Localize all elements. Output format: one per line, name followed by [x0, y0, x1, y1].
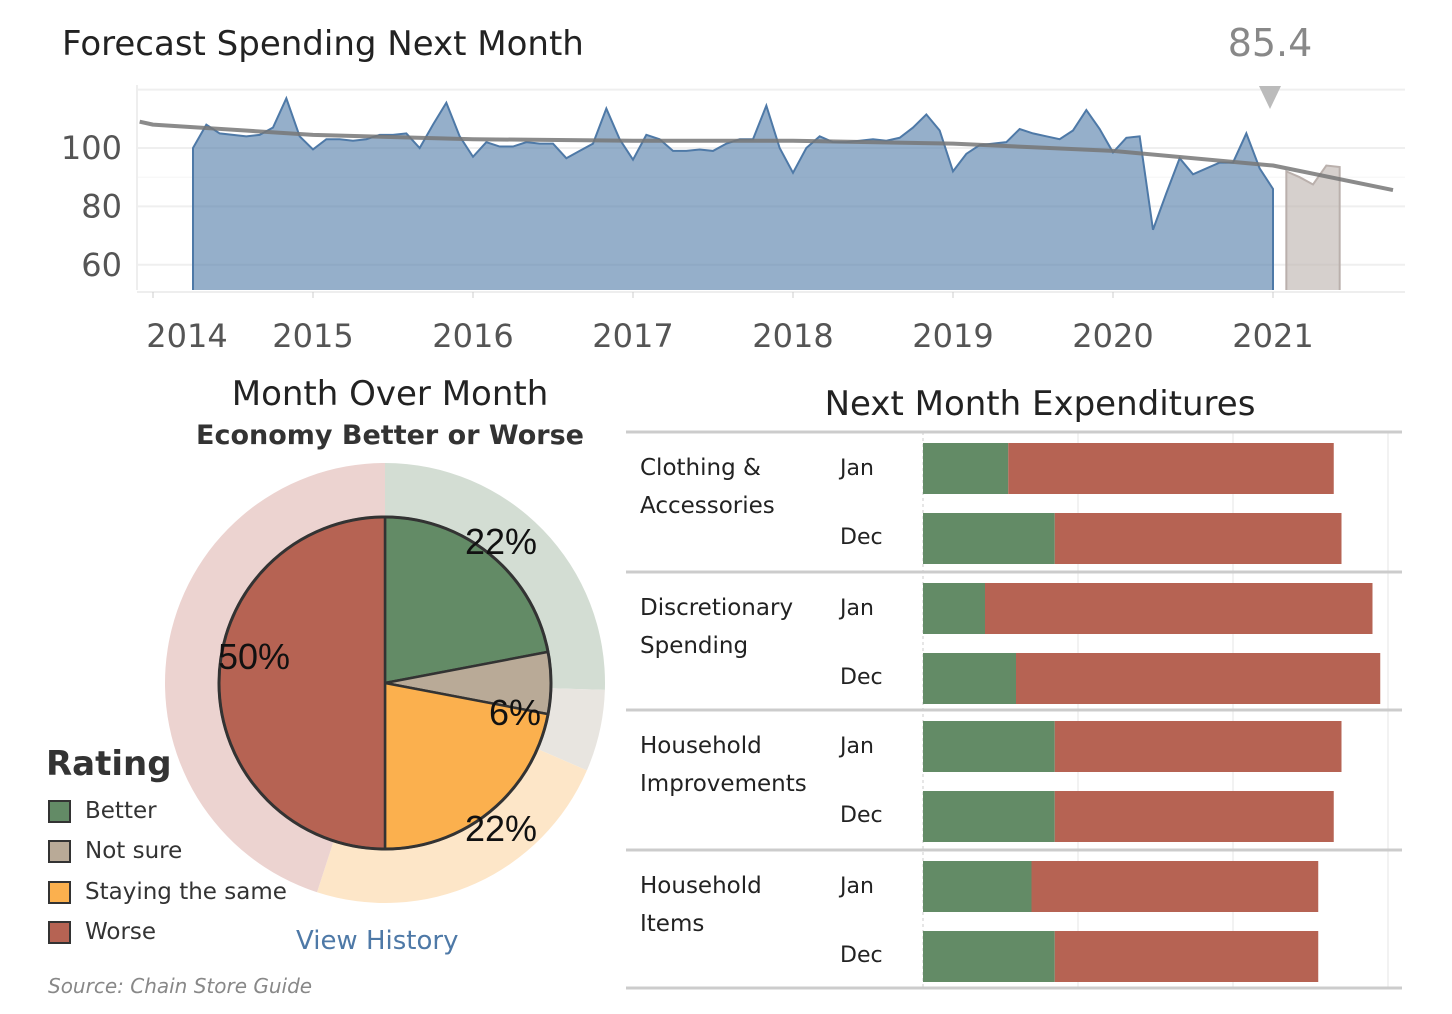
bar-segment-green: [923, 931, 1055, 982]
bar-segment-red: [1054, 931, 1319, 982]
x-tick-label: 2019: [912, 317, 993, 355]
pie-label-better: 22%: [465, 521, 538, 562]
category-label-line: Accessories: [640, 493, 775, 519]
legend-swatch: [48, 839, 71, 863]
category-label-line: Household: [640, 733, 762, 759]
legend-label: Staying the same: [85, 879, 287, 905]
legend-title: Rating: [46, 744, 172, 784]
y-tick-label: 80: [81, 187, 122, 225]
x-tick-label: 2015: [272, 317, 353, 355]
y-tick-label: 100: [61, 129, 122, 167]
bar-segment-red: [1008, 443, 1334, 494]
x-tick-label: 2014: [146, 317, 227, 355]
legend-item-better[interactable]: Better: [48, 796, 157, 826]
pie-label-worse: 50%: [218, 636, 291, 677]
legend-label: Worse: [85, 919, 157, 945]
bar-segment-green: [923, 721, 1055, 772]
annotation-label: 85.4: [1228, 21, 1313, 65]
category-label-line: Discretionary: [640, 595, 794, 621]
bar-chart-title: Next Month Expenditures: [824, 384, 1256, 424]
legend-item-staying[interactable]: Staying the same: [48, 877, 287, 907]
bar-segment-green: [923, 861, 1032, 912]
rating-pie-chart: [165, 462, 605, 903]
outer-ring-staying: [317, 748, 587, 903]
pie-outline: [217, 515, 553, 851]
category-label-line: Items: [640, 911, 705, 937]
source-note: Source: Chain Store Guide: [48, 974, 313, 998]
x-tick-label: 2017: [592, 317, 673, 355]
outer-ring-better: [385, 463, 605, 690]
annotation-marker: [1259, 86, 1281, 109]
month-label: Jan: [840, 596, 874, 621]
bar-segment-red: [1016, 653, 1381, 704]
bar-segment-green: [923, 583, 985, 634]
x-tick-label: 2020: [1072, 317, 1153, 355]
forecast-series-line: [1285, 164, 1341, 290]
x-tick-label: 2018: [752, 317, 833, 355]
bar-segment-green: [923, 791, 1055, 842]
bar-segment-red: [1054, 721, 1342, 772]
bar-segment-red: [1054, 791, 1334, 842]
category-label-line: Household: [640, 873, 762, 899]
category-label: Household Improvements: [640, 727, 807, 803]
category-label-line: Clothing &: [640, 455, 761, 481]
category-label-line: Improvements: [640, 771, 807, 797]
bar-segment-red: [985, 583, 1373, 634]
y-tick-label: 60: [81, 246, 122, 284]
month-label: Jan: [840, 874, 874, 899]
month-label: Jan: [840, 456, 874, 481]
pie-label-not-sure: 6%: [489, 692, 542, 733]
pie-label-staying: 22%: [465, 808, 538, 849]
forecast-chart-title: Forecast Spending Next Month: [62, 24, 584, 64]
legend-swatch: [48, 920, 71, 944]
legend-item-not-sure[interactable]: Not sure: [48, 836, 182, 866]
bar-segment-green: [923, 513, 1055, 564]
trend-line: [139, 119, 1394, 193]
month-label: Dec: [840, 803, 883, 828]
forecast-series-fill: [1286, 165, 1340, 290]
x-tick-label: 2016: [432, 317, 513, 355]
month-label: Dec: [840, 943, 883, 968]
legend-label: Not sure: [85, 838, 183, 864]
bar-segment-green: [923, 443, 1009, 494]
pie-chart-title: Month Over Month: [231, 374, 549, 414]
category-label-line: Spending: [640, 633, 749, 659]
pie-chart-subtitle: Economy Better or Worse: [196, 420, 584, 451]
category-label: Discretionary Spending: [640, 589, 793, 665]
legend-swatch: [48, 880, 71, 904]
view-history-link[interactable]: View History: [296, 926, 459, 956]
legend-item-worse[interactable]: Worse: [48, 917, 156, 947]
category-label: Household Items: [640, 867, 762, 943]
bar-segment-red: [1054, 513, 1342, 564]
outer-ring-worse: [165, 462, 385, 893]
forecast-area-chart: 60 80 100 2014 2015 2016 2017 2018 2019 2020 2021 8…: [61, 21, 1405, 355]
outer-ring-not-sure: [537, 688, 605, 771]
month-label: Dec: [840, 525, 883, 550]
month-label: Dec: [840, 665, 883, 690]
legend-swatch: [48, 799, 71, 823]
bar-segment-red: [1031, 861, 1319, 912]
month-label: Jan: [840, 734, 874, 759]
legend-label: Better: [85, 798, 157, 824]
bar-segment-green: [923, 653, 1016, 704]
x-tick-label: 2021: [1232, 317, 1313, 355]
category-label: Clothing & Accessories: [640, 449, 775, 525]
